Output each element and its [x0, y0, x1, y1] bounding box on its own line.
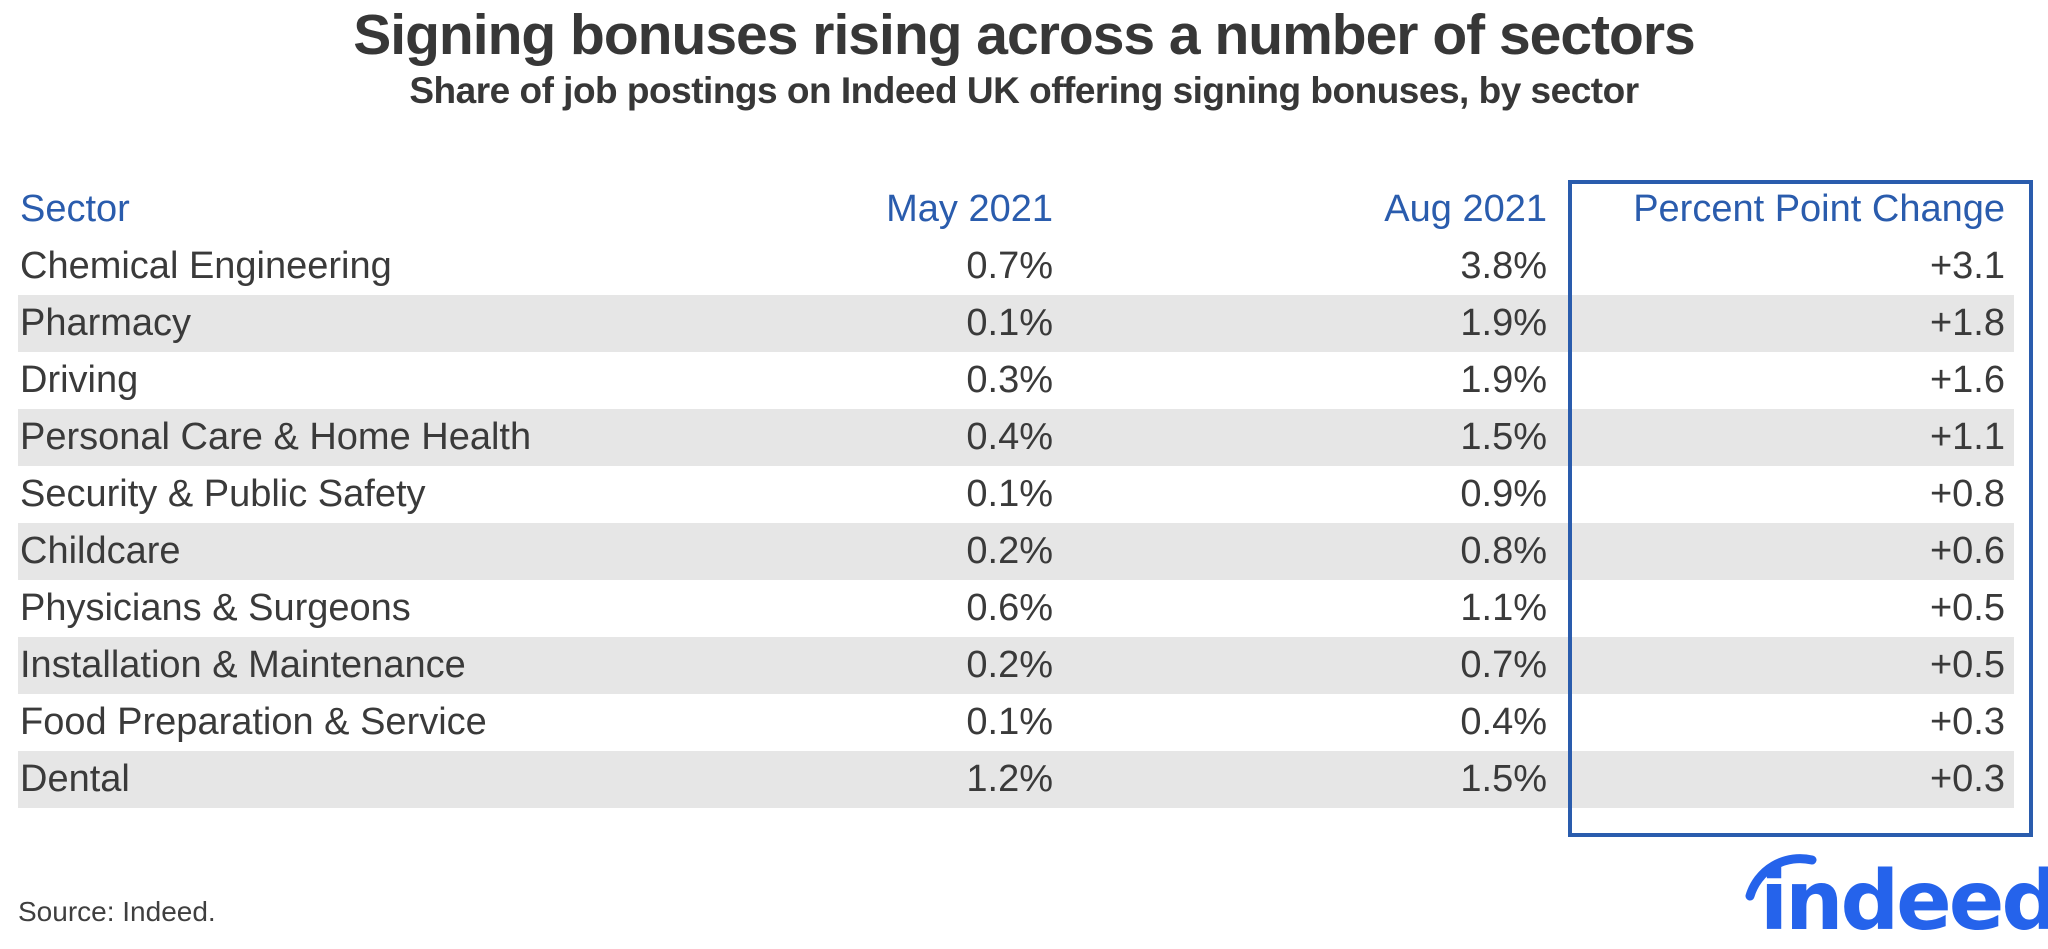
may-2021-cell: 0.4% — [966, 416, 1053, 458]
percent-point-change-cell: +0.5 — [1929, 644, 2005, 686]
percent-point-change-cell: +0.3 — [1929, 701, 2005, 743]
percent-point-change-cell: +0.3 — [1929, 758, 2005, 800]
sector-cell: Pharmacy — [20, 302, 192, 344]
percent-point-change-cell: +0.8 — [1929, 473, 2005, 515]
sector-cell: Childcare — [20, 530, 181, 572]
table-row: Security & Public Safety 0.1% 0.9% +0.8 — [18, 466, 2014, 523]
may-2021-cell: 0.3% — [966, 359, 1053, 401]
may-2021-cell: 0.6% — [966, 587, 1053, 629]
table-row: Physicians & Surgeons 0.6% 1.1% +0.5 — [18, 580, 2014, 637]
sector-table: Sector May 2021 Aug 2021 Percent Point C… — [18, 180, 2014, 808]
table-row: Installation & Maintenance 0.2% 0.7% +0.5 — [18, 637, 2014, 694]
aug-2021-cell: 0.9% — [1460, 473, 1547, 515]
column-header-sector: Sector — [20, 187, 130, 230]
may-2021-cell: 0.2% — [966, 644, 1053, 686]
chart-subtitle: Share of job postings on Indeed UK offer… — [409, 70, 1639, 111]
aug-2021-cell: 0.7% — [1460, 644, 1547, 686]
table-row: Chemical Engineering 0.7% 3.8% +3.1 — [18, 238, 2014, 295]
percent-point-change-cell: +0.5 — [1929, 587, 2005, 629]
table-row: Food Preparation & Service 0.1% 0.4% +0.3 — [18, 694, 2014, 751]
chart-title: Signing bonuses rising across a number o… — [353, 3, 1696, 67]
table-header-row: Sector May 2021 Aug 2021 Percent Point C… — [18, 180, 2014, 238]
table-row: Childcare 0.2% 0.8% +0.6 — [18, 523, 2014, 580]
sector-cell: Chemical Engineering — [20, 245, 392, 287]
column-header-may-2021: May 2021 — [886, 187, 1053, 230]
source-note: Source: Indeed. — [18, 896, 216, 927]
sector-cell: Physicians & Surgeons — [20, 587, 411, 629]
table-row: Dental 1.2% 1.5% +0.3 — [18, 751, 2014, 808]
percent-point-change-cell: +1.1 — [1929, 416, 2005, 458]
table-row: Pharmacy 0.1% 1.9% +1.8 — [18, 295, 2014, 352]
aug-2021-cell: 1.5% — [1460, 758, 1547, 800]
column-header-percent-point-change: Percent Point Change — [1633, 187, 2005, 230]
indeed-logo-text: indeed — [1760, 854, 2048, 949]
table-row: Driving 0.3% 1.9% +1.6 — [18, 352, 2014, 409]
sector-cell: Security & Public Safety — [20, 473, 426, 515]
percent-point-change-cell: +1.8 — [1929, 302, 2005, 344]
may-2021-cell: 0.1% — [966, 302, 1053, 344]
sector-cell: Dental — [20, 758, 130, 800]
aug-2021-cell: 1.9% — [1460, 302, 1547, 344]
aug-2021-cell: 1.9% — [1460, 359, 1547, 401]
table-body: Chemical Engineering 0.7% 3.8% +3.1 Pharmacy… — [18, 238, 2014, 808]
aug-2021-cell: 1.5% — [1460, 416, 1547, 458]
indeed-logo-arc-icon — [1745, 854, 1817, 901]
column-header-aug-2021: Aug 2021 — [1384, 187, 1547, 230]
percent-point-change-cell: +3.1 — [1929, 245, 2005, 287]
sector-cell: Food Preparation & Service — [20, 701, 487, 743]
aug-2021-cell: 0.8% — [1460, 530, 1547, 572]
may-2021-cell: 0.7% — [966, 245, 1053, 287]
percent-point-change-cell: +1.6 — [1929, 359, 2005, 401]
may-2021-cell: 0.1% — [966, 701, 1053, 743]
may-2021-cell: 1.2% — [966, 758, 1053, 800]
aug-2021-cell: 3.8% — [1460, 245, 1547, 287]
sector-cell: Installation & Maintenance — [20, 644, 466, 686]
aug-2021-cell: 1.1% — [1460, 587, 1547, 629]
sector-cell: Personal Care & Home Health — [20, 416, 532, 458]
sector-cell: Driving — [20, 359, 139, 401]
may-2021-cell: 0.1% — [966, 473, 1053, 515]
percent-point-change-cell: +0.6 — [1929, 530, 2005, 572]
indeed-logo: indeed — [1742, 848, 2048, 949]
may-2021-cell: 0.2% — [966, 530, 1053, 572]
aug-2021-cell: 0.4% — [1460, 701, 1547, 743]
table-row: Personal Care & Home Health 0.4% 1.5% +1.1 — [18, 409, 2014, 466]
